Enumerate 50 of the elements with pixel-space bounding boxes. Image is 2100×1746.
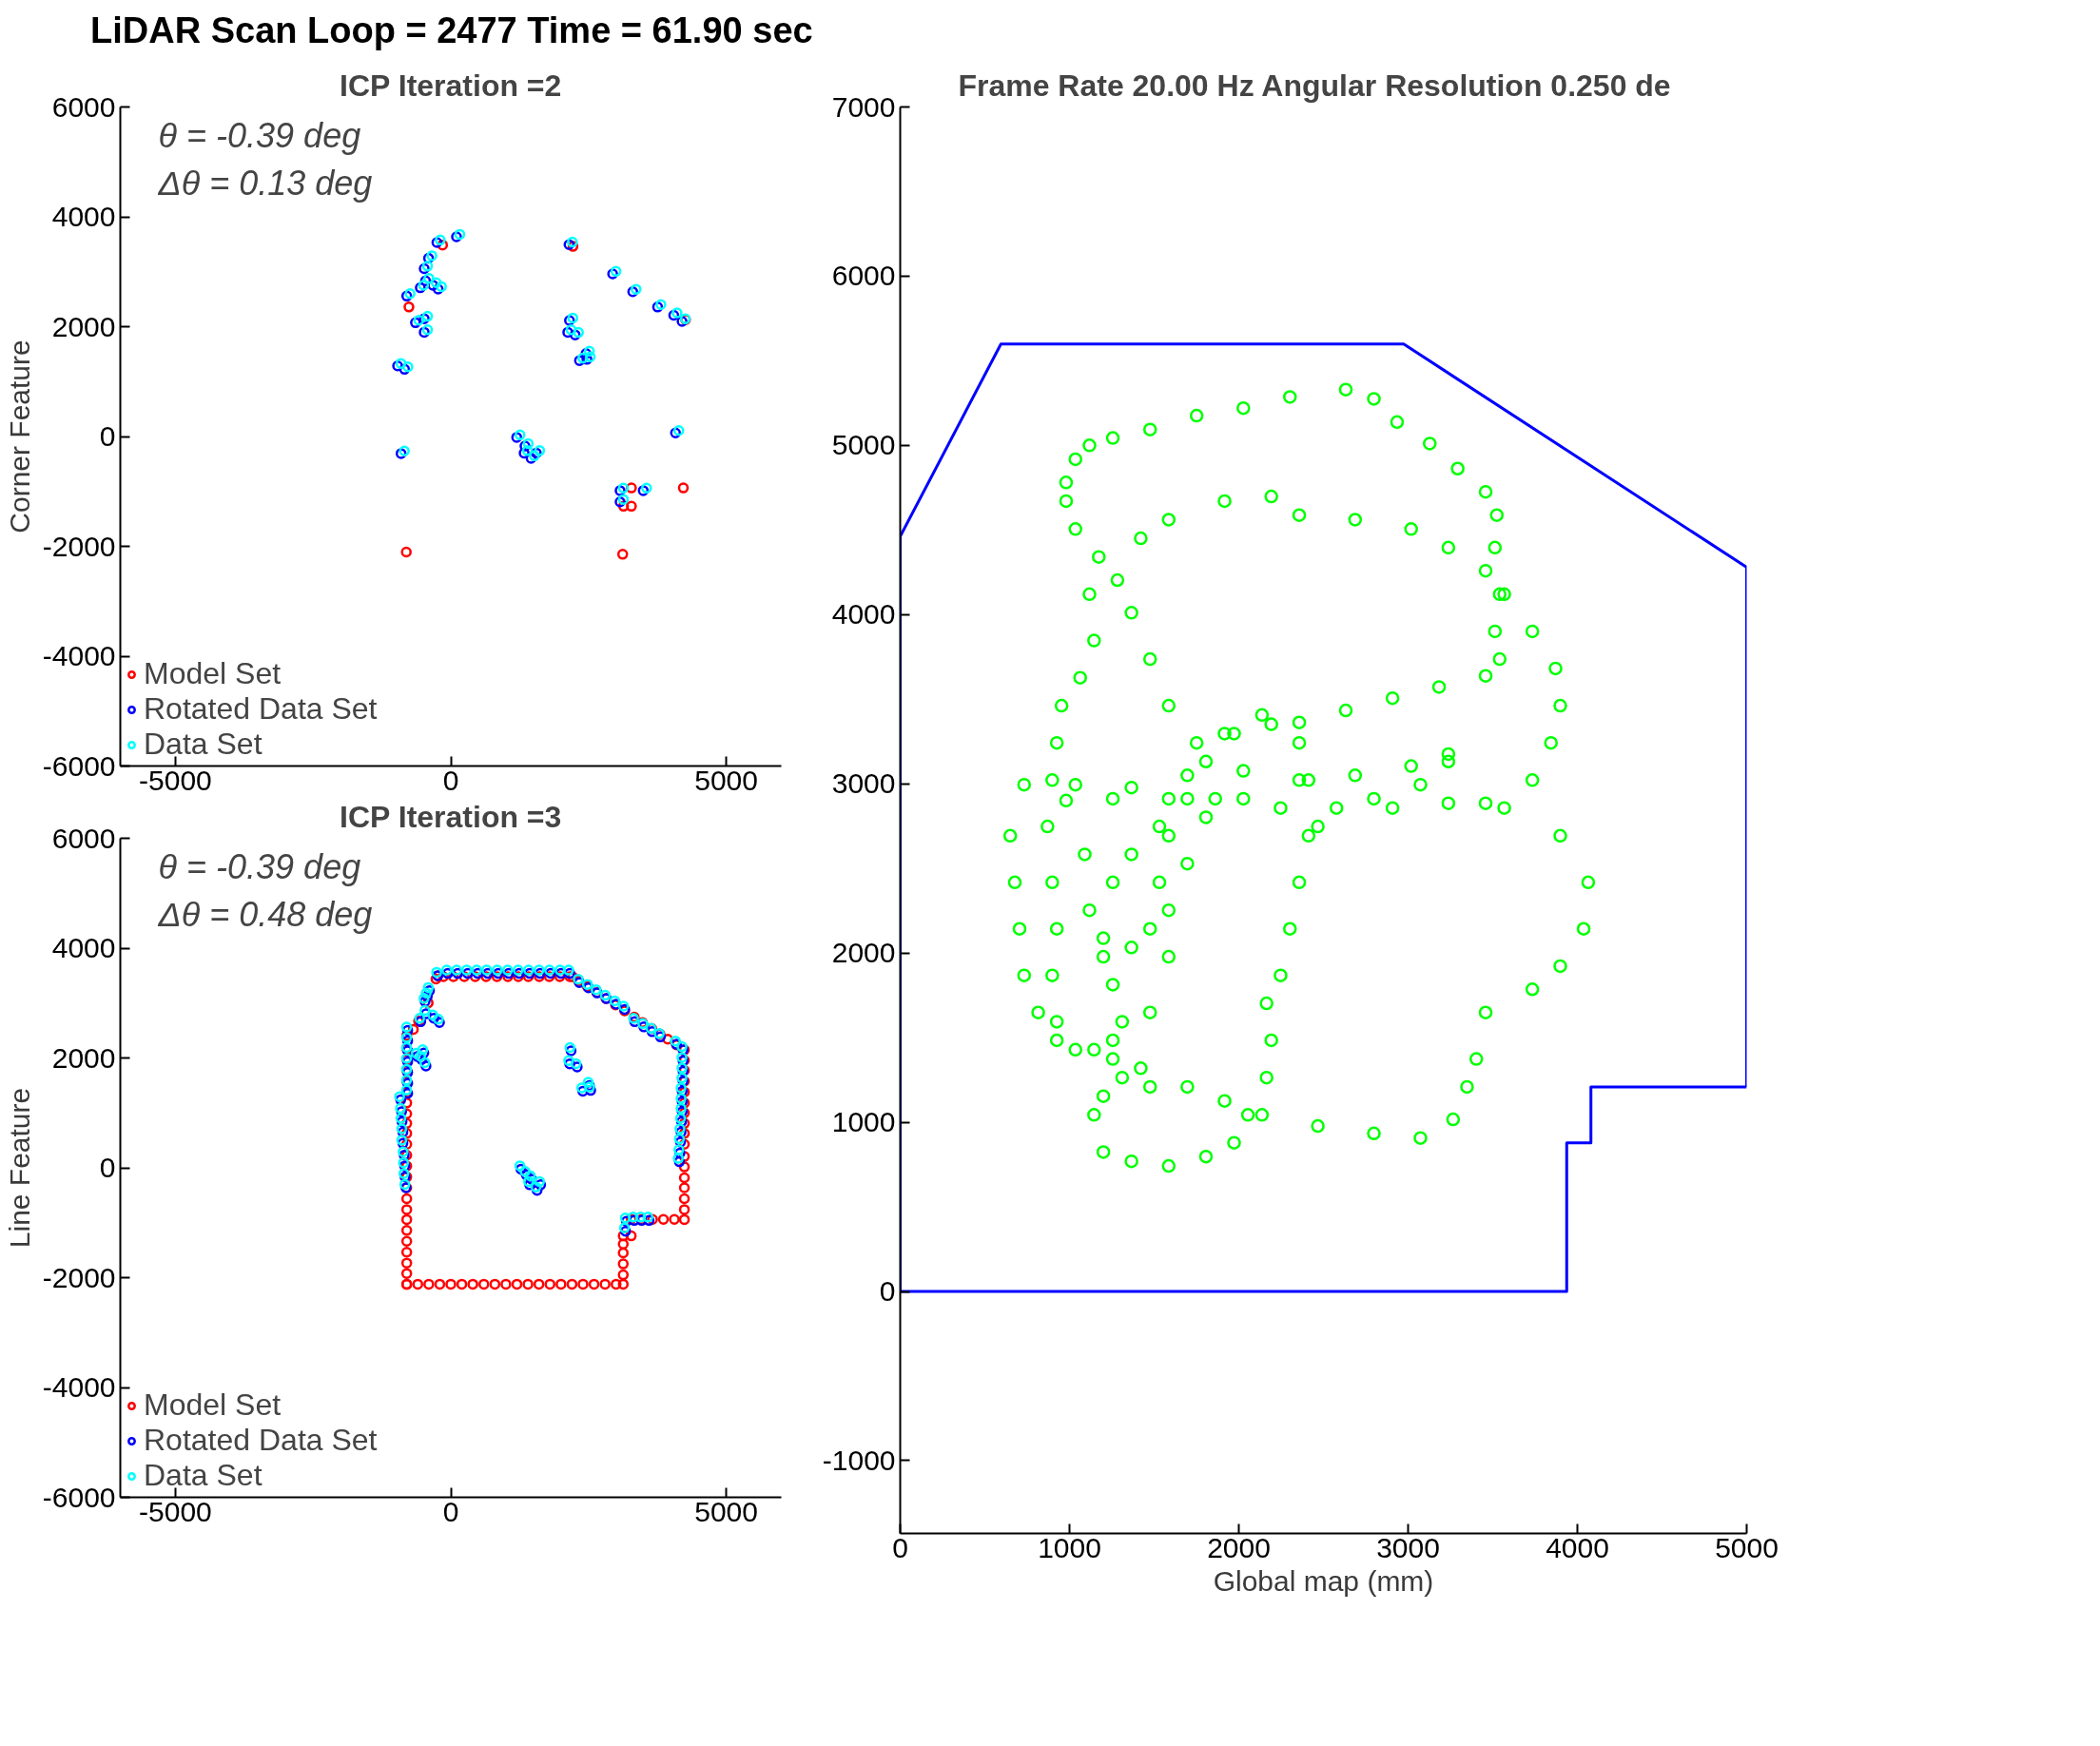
y-tick-label: 0 [99, 1152, 116, 1184]
y-tick-label: 4000 [51, 201, 116, 233]
y-tick-label: 7000 [831, 90, 896, 123]
y-tick-label: -4000 [42, 1371, 116, 1404]
y-tick-label: 0 [879, 1275, 896, 1308]
x-tick-label: 4000 [1546, 1531, 1609, 1563]
y-tick-label: 6000 [51, 822, 116, 854]
y-tick-label: 2000 [831, 937, 896, 969]
y-tick-label: -2000 [42, 1261, 116, 1293]
y-tick-label: 5000 [831, 429, 896, 461]
y-axis-title: Corner Feature [3, 340, 35, 534]
annotation: θ = -0.39 deg [158, 846, 361, 886]
chart-title: Frame Rate 20.00 Hz Angular Resolution 0.250 de [958, 68, 1671, 103]
x-tick-label: -5000 [139, 764, 212, 796]
y-tick-label: 4000 [831, 598, 896, 630]
x-tick-label: 2000 [1207, 1531, 1271, 1563]
y-tick-label: 1000 [831, 1106, 896, 1138]
y-tick-label: 6000 [51, 90, 116, 123]
y-tick-label: 4000 [51, 932, 116, 964]
y-tick-label: -2000 [42, 530, 116, 562]
y-tick-label: -6000 [42, 1481, 116, 1513]
y-axis-title: Line Feature [3, 1088, 35, 1249]
legend-label: Model Set [144, 1387, 282, 1424]
legend-label: Rotated Data Set [144, 691, 378, 728]
legend-label: Rotated Data Set [144, 1423, 378, 1459]
y-tick-label: 6000 [831, 260, 896, 292]
chart-title: LiDAR Scan Loop = 2477 Time = 61.90 sec [90, 10, 813, 52]
legend-label: Data Set [144, 1458, 262, 1494]
y-tick-label: -6000 [42, 749, 116, 782]
legend-label: Data Set [144, 727, 262, 763]
y-tick-label: -1000 [822, 1445, 896, 1477]
y-tick-label: -4000 [42, 640, 116, 672]
y-tick-label: 2000 [51, 1041, 116, 1074]
chart-subtitle: ICP Iteration =2 [340, 68, 562, 103]
x-tick-label: 5000 [694, 764, 758, 796]
x-tick-label: 3000 [1376, 1531, 1440, 1563]
annotation: θ = -0.39 deg [158, 115, 361, 155]
chart-title: ICP Iteration =3 [340, 799, 562, 834]
x-tick-label: 1000 [1038, 1531, 1101, 1563]
x-axis-title: Global map (mm) [1213, 1564, 1434, 1597]
x-tick-label: 5000 [1715, 1531, 1779, 1563]
annotation: Δθ = 0.48 deg [157, 894, 373, 934]
x-tick-label: -5000 [139, 1495, 212, 1527]
x-tick-label: 0 [442, 1495, 459, 1527]
legend-label: Model Set [144, 656, 282, 692]
y-tick-label: 2000 [51, 310, 116, 342]
y-tick-label: 0 [99, 420, 116, 453]
annotation: Δθ = 0.13 deg [157, 163, 373, 203]
x-tick-label: 0 [442, 764, 459, 796]
x-tick-label: 5000 [694, 1495, 758, 1527]
